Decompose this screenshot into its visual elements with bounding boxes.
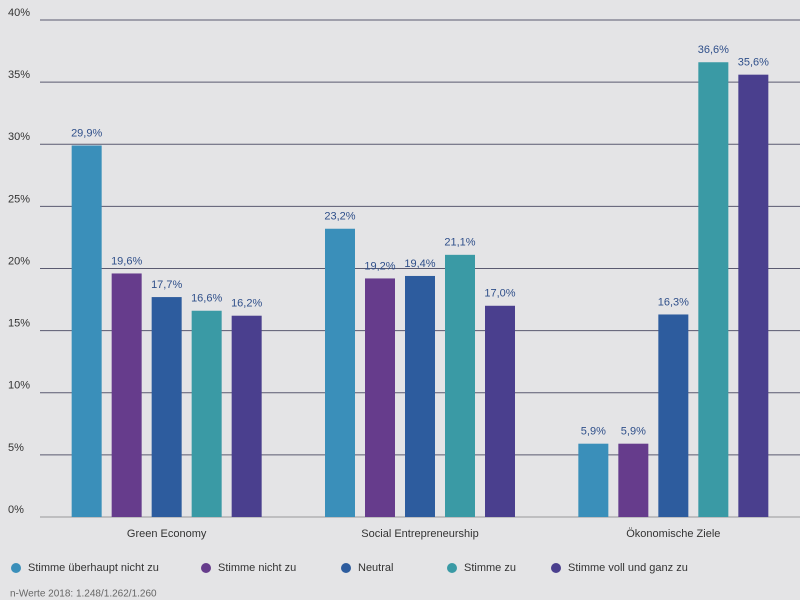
- y-tick-label: 0%: [8, 504, 24, 516]
- legend-label: Neutral: [358, 562, 393, 574]
- bar: [71, 145, 102, 517]
- bar: [658, 314, 689, 517]
- value-label: 21,1%: [444, 237, 475, 249]
- value-label: 17,0%: [484, 288, 515, 300]
- legend-label: Stimme zu: [464, 562, 516, 574]
- bar: [618, 443, 649, 517]
- x-tick-label: Ökonomische Ziele: [626, 528, 720, 540]
- bar: [231, 315, 262, 517]
- bar: [578, 443, 609, 517]
- value-label: 16,6%: [191, 293, 222, 305]
- bar: [151, 297, 182, 517]
- value-label: 16,3%: [658, 296, 689, 308]
- footnote: n-Werte 2018: 1.248/1.262/1.260: [10, 589, 157, 600]
- legend-marker: [447, 563, 457, 573]
- value-label: 36,6%: [698, 44, 729, 56]
- value-label: 17,7%: [151, 279, 182, 291]
- value-label: 29,9%: [71, 127, 102, 139]
- y-tick-label: 40%: [8, 7, 30, 19]
- value-label: 19,6%: [111, 255, 142, 267]
- bar: [698, 62, 729, 518]
- value-label: 19,4%: [404, 258, 435, 270]
- bar: [738, 74, 769, 518]
- value-label: 35,6%: [738, 57, 769, 69]
- legend-marker: [11, 563, 21, 573]
- value-label: 16,2%: [231, 298, 262, 310]
- y-tick-label: 20%: [8, 255, 30, 267]
- y-tick-label: 25%: [8, 193, 30, 205]
- legend-marker: [551, 563, 561, 573]
- bar: [365, 278, 395, 517]
- bar: [405, 275, 435, 517]
- y-tick-label: 30%: [8, 131, 30, 143]
- y-tick-label: 5%: [8, 442, 24, 454]
- value-label: 23,2%: [324, 211, 355, 223]
- y-tick-label: 15%: [8, 318, 30, 330]
- x-tick-label: Green Economy: [127, 528, 207, 540]
- bar: [191, 310, 222, 517]
- bar: [111, 273, 142, 517]
- bar: [325, 228, 355, 518]
- x-tick-label: Social Entrepreneurship: [361, 528, 478, 540]
- y-tick-label: 35%: [8, 69, 30, 81]
- bar: [445, 254, 475, 517]
- y-tick-label: 10%: [8, 380, 30, 392]
- legend-marker: [201, 563, 211, 573]
- value-label: 5,9%: [581, 426, 606, 438]
- bar: [485, 305, 515, 517]
- legend-label: Stimme überhaupt nicht zu: [28, 562, 159, 574]
- legend-label: Stimme voll und ganz zu: [568, 562, 688, 574]
- value-label: 19,2%: [364, 260, 395, 272]
- legend-label: Stimme nicht zu: [218, 562, 296, 574]
- legend-marker: [341, 563, 351, 573]
- value-label: 5,9%: [621, 426, 646, 438]
